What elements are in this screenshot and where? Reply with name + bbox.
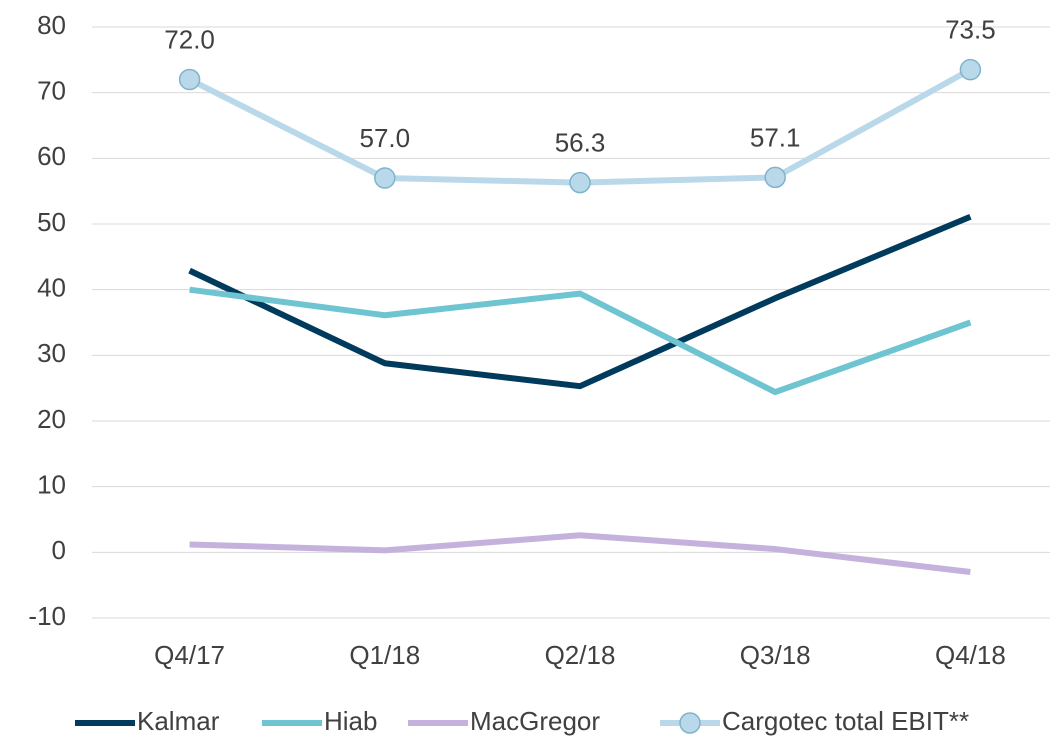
legend-label: MacGregor: [470, 706, 600, 736]
point-marker: [764, 166, 786, 189]
legend-label: Kalmar: [137, 706, 220, 736]
point-marker: [374, 167, 396, 189]
data-label: 56.3: [555, 128, 606, 158]
y-tick-label: 50: [37, 207, 66, 237]
data-label: 73.5: [945, 15, 996, 45]
data-label: 72.0: [164, 24, 215, 54]
y-tick-label: 60: [37, 141, 66, 171]
point-marker: [569, 171, 591, 194]
y-tick-label: 40: [37, 273, 66, 303]
x-tick-label: Q4/18: [935, 640, 1006, 670]
series-line: [189, 286, 972, 396]
series-line: [188, 67, 972, 186]
y-tick-label: 10: [37, 470, 66, 500]
x-tick-label: Q3/18: [740, 640, 811, 670]
y-tick-label: 30: [37, 338, 66, 368]
y-tick-label: 70: [37, 76, 66, 106]
x-tick-label: Q1/18: [349, 640, 420, 670]
x-tick-label: Q4/17: [154, 640, 225, 670]
data-label: 57.1: [750, 122, 801, 152]
legend-label: Cargotec total EBIT**: [722, 706, 969, 736]
y-tick-label: 20: [37, 404, 66, 434]
legend-marker: [679, 712, 701, 734]
y-tick-label: 80: [37, 10, 66, 40]
series-line: [188, 214, 972, 390]
data-label: 57.0: [359, 123, 410, 153]
x-tick-label: Q2/18: [545, 640, 616, 670]
point-marker: [178, 68, 201, 91]
y-tick-label: -10: [28, 601, 66, 631]
series-line: [189, 532, 971, 576]
point-marker: [959, 58, 982, 81]
y-tick-label: 0: [52, 535, 66, 565]
legend-label: Hiab: [324, 706, 377, 736]
